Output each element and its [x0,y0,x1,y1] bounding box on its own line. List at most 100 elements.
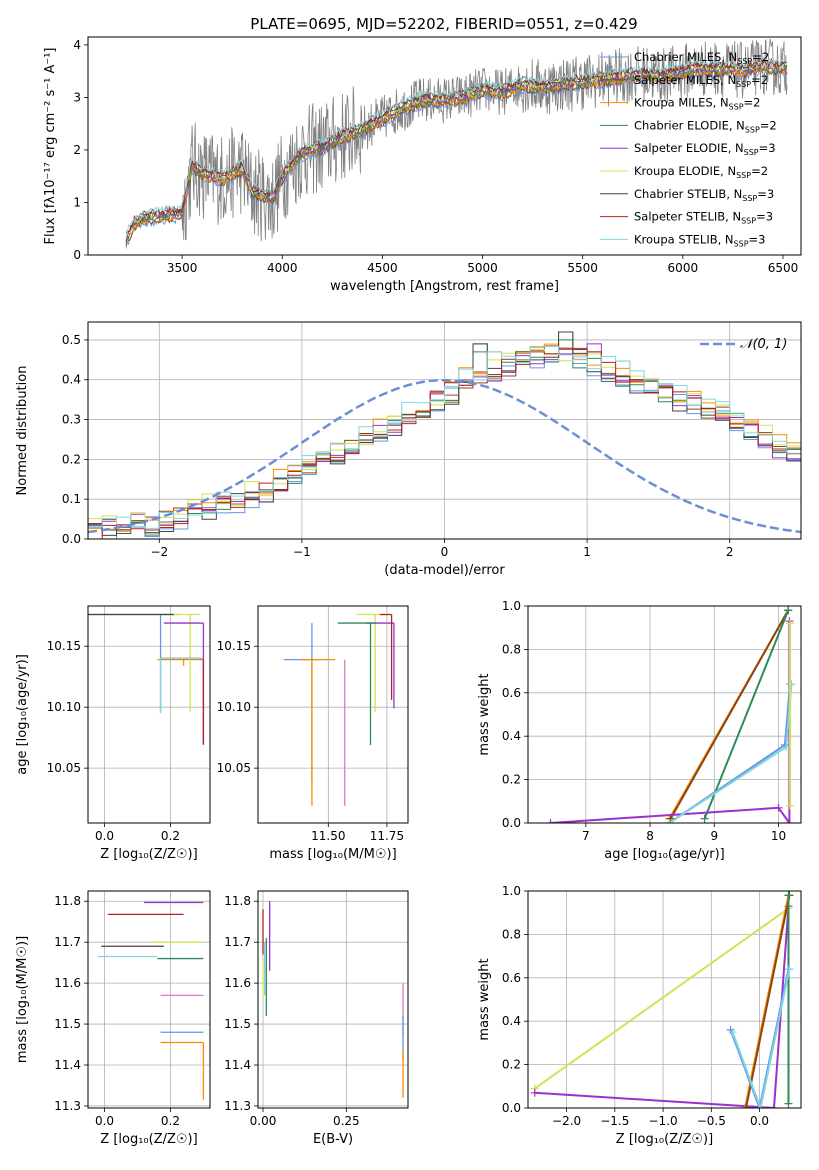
tick-label-x: 0.0 [750,1114,769,1128]
tick-label-y: 11.3 [54,1099,81,1113]
tick-label-y: 11.8 [224,894,251,908]
axes-frame [257,890,409,1109]
plot-area [546,606,796,823]
tick-label-y: 0.3 [62,413,81,427]
legend-label: Salpeter MILES, NSSP=2 [634,73,768,89]
panel-spectrum: 3500 4000 4500 5000 5500 6000 6500 0 1 2 3 4 wavelen… [43,36,802,294]
x-axis-label: (data-model)/error [384,563,505,578]
error-bar-point [88,613,181,713]
weight-series [784,891,793,1108]
axes-frame [87,36,802,256]
legend-label: Kroupa STELIB, NSSP=3 [634,232,765,248]
tick-label-y: 0.4 [502,1014,521,1028]
plot-area [97,901,205,1100]
tick-label-y: 11.5 [54,1017,81,1031]
weight-marker [785,965,794,974]
error-bar-point [159,657,204,714]
legend-label: Salpeter ELODIE, NSSP=3 [634,141,776,157]
legend-label: Kroupa ELODIE, NSSP=2 [634,164,768,180]
panel-age_vs_mass: 11.50 11.75 10.05 10.10 10.15 mass [log₁₀(M/M… [217,605,409,862]
error-bar-point [157,658,204,666]
plot-area [88,613,205,745]
weight-line [703,609,790,820]
weight-marker [785,819,794,823]
model-spectrum-line [125,61,788,239]
tick-label-x: 6500 [768,261,799,275]
tick-label-x: 3500 [167,261,198,275]
error-bar-point [157,613,201,713]
weight-marker [782,743,791,752]
tick-label-y: 10.05 [217,761,251,775]
tick-label-x: 7 [582,829,590,843]
tick-label-x: 0.0 [95,1114,114,1128]
weight-marker [530,1088,539,1097]
tick-label-y: 10.10 [217,700,251,714]
tick-label-x: 5000 [467,261,498,275]
weight-marker [700,814,709,823]
plot-area [262,901,404,1098]
tick-label-y: 0 [73,248,81,262]
tick-label-x: 0.25 [333,1114,360,1128]
error-bar-point [337,622,376,745]
error-bar-point [379,613,393,700]
tick-label-y: 0.5 [62,333,81,347]
tick-label-x: −0.5 [697,1114,726,1128]
panel-residuals: −2 −1 0 1 2 0.0 0.1 0.2 0.3 0.4 0.5 (data-model)/er… [15,321,802,578]
legend-label: Chabrier ELODIE, NSSP=2 [634,118,777,134]
tick-label-y: 1.0 [502,884,521,898]
tick-label-y: 2 [73,143,81,157]
legend-label: Salpeter STELIB, NSSP=3 [634,210,773,226]
tick-label-x: −1.5 [600,1114,629,1128]
weight-series [728,965,794,1108]
tick-label-x: −2 [150,545,168,559]
tick-label-y: 11.8 [54,894,81,908]
tick-label-y: 0.0 [62,532,81,546]
tick-label-y: 0.2 [502,1058,521,1072]
weight-line [745,895,791,1108]
tick-label-y: 0.6 [502,971,521,985]
tick-label-x: 0.2 [161,1114,180,1128]
tick-label-y: 11.4 [54,1058,81,1072]
axes-frame [87,605,211,824]
weight-line [731,968,791,1108]
weight-series [546,617,794,823]
model-spectrum-line [125,56,788,235]
tick-label-x: 10 [771,829,786,843]
tick-label-x: −1 [293,545,311,559]
gaussian-curve [88,378,801,534]
tick-label-x: 4000 [267,261,298,275]
error-bar-point [163,622,205,745]
tick-label-y: 0.8 [502,642,521,656]
tick-label-y: 0.4 [62,373,81,387]
weight-marker [742,1104,751,1108]
tick-label-y: 0.1 [62,492,81,506]
tick-label-x: 0.0 [95,829,114,843]
tick-label-x: 8 [646,829,654,843]
axes-frame [257,605,409,824]
weight-marker [774,803,783,812]
weight-series [786,619,795,810]
plot-area [530,891,794,1108]
tick-label-x: −1.0 [648,1114,677,1128]
x-axis-label: mass [log₁₀(M/M☉)] [269,847,396,862]
tick-label-y: 11.3 [224,1099,251,1113]
x-axis-label: E(B-V) [313,1132,353,1147]
tick-label-y: 4 [73,38,81,52]
y-axis-label: mass weight [477,673,492,755]
error-bar-point [300,658,336,806]
tick-label-y: 0.6 [502,686,521,700]
tick-label-y: 0.0 [502,1101,521,1115]
weight-marker [741,1104,750,1108]
legend-label: Chabrier MILES, NSSP=2 [634,50,769,66]
axes-frame [87,321,802,540]
weight-marker [784,891,793,900]
tick-label-y: 1.0 [502,599,521,613]
tick-label-x: 0.00 [250,1114,277,1128]
tick-label-y: 11.4 [224,1058,251,1072]
y-axis-label: Flux [fλ10⁻¹⁷ erg cm⁻² s⁻¹ A⁻¹] [43,48,58,245]
tick-label-y: 11.5 [224,1017,251,1031]
weight-marker [665,819,674,823]
histogram-step [88,331,801,536]
x-axis-label: Z [log₁₀(Z/Z☉)] [100,1132,197,1147]
